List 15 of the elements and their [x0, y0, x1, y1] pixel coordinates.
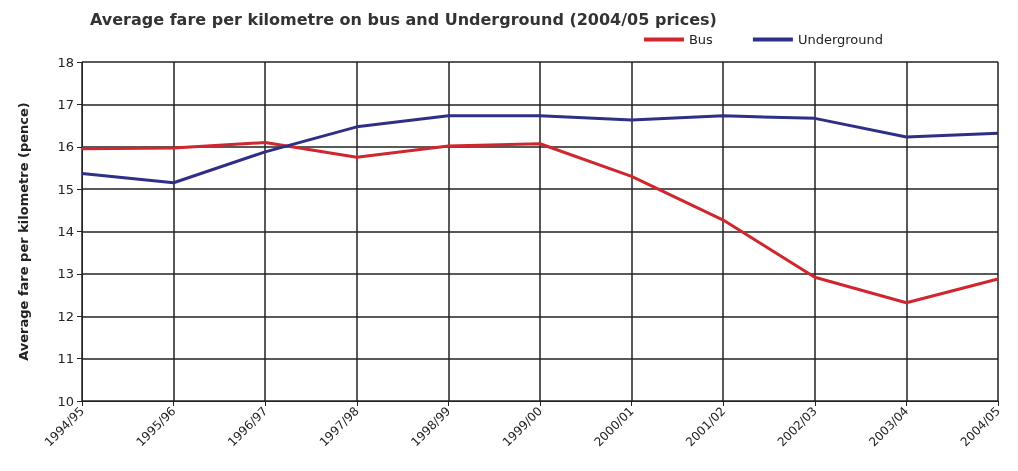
legend-label: Bus	[688, 32, 714, 47]
y-tick-label: 15	[57, 181, 74, 197]
y-tick-label: 18	[57, 54, 74, 70]
y-tick-label: 17	[57, 96, 74, 112]
y-tick-label: 11	[57, 351, 74, 367]
legend-label: Underground	[797, 32, 884, 47]
y-tick-label: 10	[57, 393, 74, 409]
y-tick-label: 12	[57, 308, 74, 324]
y-tick-label: 14	[57, 224, 74, 239]
y-tick-label: 16	[57, 139, 74, 155]
chart-title: Average fare per kilometre on bus and Underground (2004/05 prices)	[90, 9, 717, 29]
line-series	[80, 141, 1000, 305]
y-tick-label: 13	[57, 266, 74, 282]
line-series	[80, 114, 1000, 185]
y-axis-title: Average fare per kilometre (pence)	[16, 102, 31, 361]
